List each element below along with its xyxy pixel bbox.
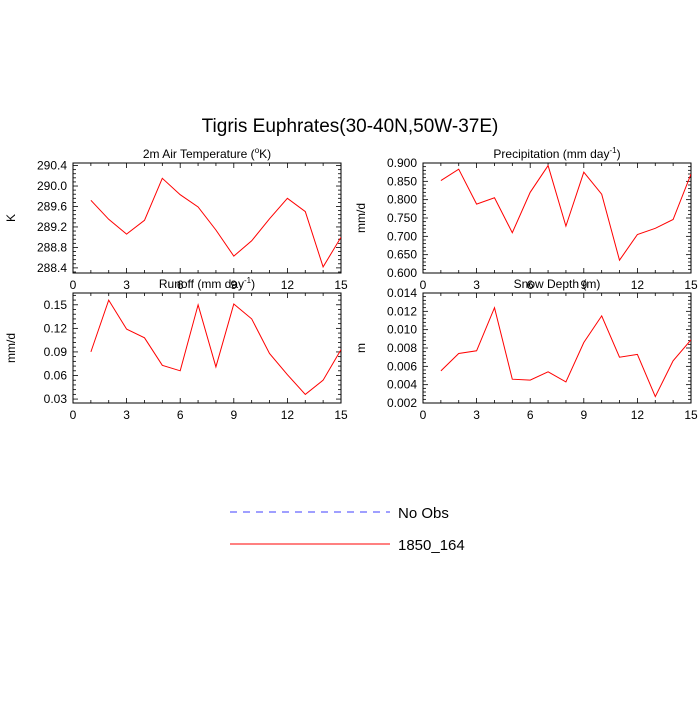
series-line-snow-depth [440,306,691,398]
y-tick-label: 0.900 [387,156,417,170]
panel-runoff: Runoff (mm day-1) mm/d 0 3 6 9 12 15 0.03 0.06 0.0… [4,276,348,422]
plot-frame [422,162,692,274]
y-tick-label: 0.002 [387,396,417,410]
x-tick-label: 15 [684,408,698,422]
plot-frame [72,162,342,274]
y-tick-label: 0.010 [387,323,417,337]
x-tick-label: 0 [420,408,427,422]
y-tick-label: 0.014 [387,286,417,300]
series-line-air-temperature [90,177,341,269]
plot-frame [72,292,342,404]
panel-title-main: Runoff (mm day [159,277,244,291]
y-tick-label: 0.004 [387,378,417,392]
panel-title-main: Precipitation (mm day [493,147,609,161]
y-tick-label: 289.2 [37,220,67,234]
y-tick-label: 0.600 [387,266,417,280]
y-tick-label: 0.03 [44,392,68,406]
panel-title-superscript: o [255,146,260,155]
x-tick-label: 12 [281,408,295,422]
panel-title-superscript: -1 [244,276,252,285]
y-tick-label: 290.0 [37,179,67,193]
y-tick-label: 0.700 [387,229,417,243]
y-axis-label: m [354,343,368,353]
x-tick-label: 3 [123,278,130,292]
y-tick-label: 288.8 [37,240,67,254]
x-tick-label: 9 [230,278,237,292]
x-tick-label: 9 [580,408,587,422]
y-tick-label: 0.06 [44,369,68,383]
x-tick-label: 6 [177,408,184,422]
x-tick-label: 0 [70,278,77,292]
x-tick-label: 12 [631,278,645,292]
y-tick-label: 0.750 [387,211,417,225]
panel-title-tail: K) [259,147,271,161]
legend-label-no-obs: No Obs [398,505,449,522]
figure-title: Tigris Euphrates(30-40N,50W-37E) [202,116,499,137]
panel-air-temperature: 2m Air Temperature (oK) K 0 3 6 9 12 15 288.4 288… [4,146,348,292]
x-tick-label: 0 [420,278,427,292]
x-tick-label: 12 [281,278,295,292]
y-tick-label: 0.850 [387,174,417,188]
y-tick-label: 288.4 [37,261,67,275]
panel-title-main: Snow Depth (m) [514,277,601,291]
x-tick-label: 6 [527,278,534,292]
x-tick-label: 15 [334,408,348,422]
y-axis-label: mm/d [4,333,18,363]
x-tick-label: 3 [473,278,480,292]
y-tick-label: 0.09 [44,345,68,359]
y-tick-label: 289.6 [37,199,67,213]
panel-title-tail: ) [251,277,255,291]
x-tick-label: 0 [70,408,77,422]
panel-title-tail: ) [617,147,621,161]
y-tick-label: 0.006 [387,359,417,373]
panel-title: Precipitation (mm day-1) [493,146,620,161]
x-tick-label: 3 [123,408,130,422]
y-tick-label: 290.4 [37,159,67,173]
x-tick-label: 9 [580,278,587,292]
y-tick-label: 0.12 [44,321,68,335]
panel-title-main: 2m Air Temperature ( [143,147,255,161]
x-tick-label: 6 [527,408,534,422]
panel-title: Runoff (mm day-1) [159,276,255,291]
panel-title-superscript: -1 [609,146,617,155]
x-tick-label: 15 [684,278,698,292]
y-tick-label: 0.650 [387,248,417,262]
x-tick-label: 3 [473,408,480,422]
y-tick-label: 0.800 [387,193,417,207]
x-tick-label: 9 [230,408,237,422]
x-tick-label: 6 [177,278,184,292]
panel-precipitation: Precipitation (mm day-1) mm/d 0 3 6 9 12 15 0.60… [354,146,698,292]
legend: No Obs 1850_164 [230,505,465,554]
y-axis-label: K [4,214,18,222]
panel-snow-depth: Snow Depth (m) m 0 3 6 9 12 15 0.002 0.004 0.006 0.… [354,277,698,422]
x-tick-label: 12 [631,408,645,422]
y-tick-label: 0.012 [387,304,417,318]
x-tick-label: 15 [334,278,348,292]
y-tick-label: 0.15 [44,298,68,312]
y-tick-label: 0.008 [387,341,417,355]
panel-title: Snow Depth (m) [514,277,601,291]
series-line-precipitation [440,164,691,262]
series-line-runoff [90,298,341,396]
panel-title: 2m Air Temperature (oK) [143,146,271,161]
y-axis-label: mm/d [354,203,368,233]
legend-label-1850-164: 1850_164 [398,537,465,554]
